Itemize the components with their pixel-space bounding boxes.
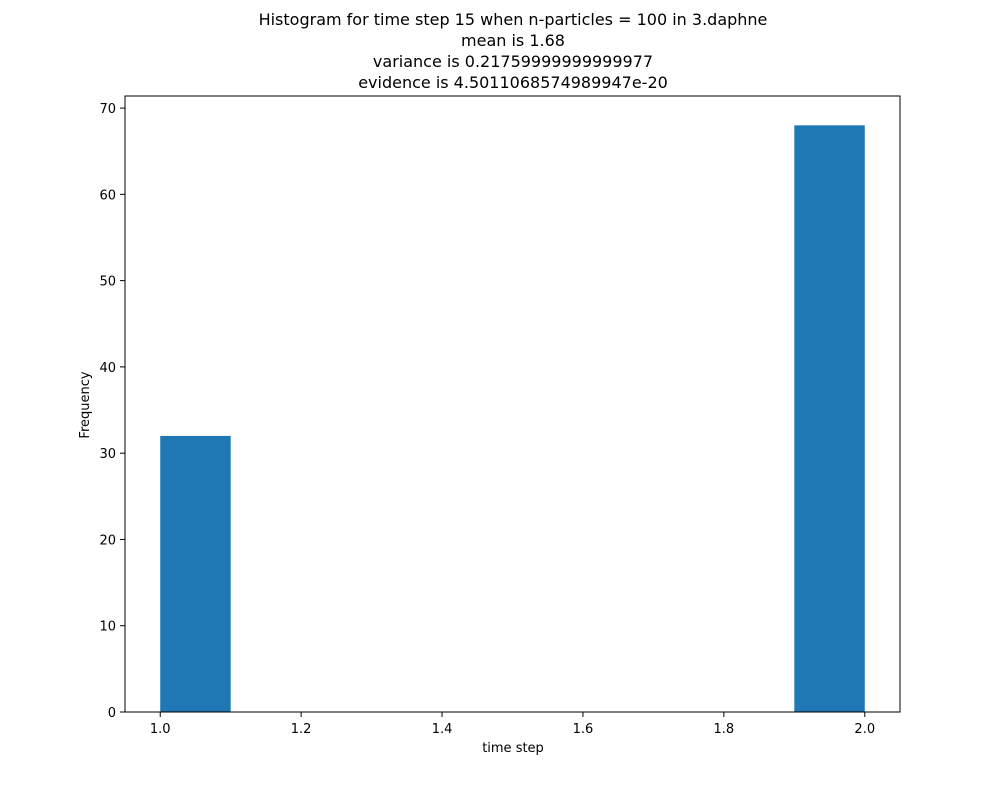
histogram-bar-0: [160, 436, 230, 712]
x-tick-label: 1.2: [291, 722, 312, 737]
y-tick-label: 30: [99, 447, 116, 462]
x-axis-ticks: 1.0 1.2 1.4 1.6 1.8 2.0: [150, 712, 875, 737]
y-tick-label: 0: [108, 706, 116, 721]
y-tick-label: 50: [99, 275, 116, 290]
y-axis-label: Frequency: [78, 371, 93, 438]
title-line-evidence: evidence is 4.5011068574989947e-20: [358, 73, 668, 92]
histogram-bar-1: [794, 125, 864, 712]
title-line-variance: variance is 0.21759999999999977: [373, 52, 653, 71]
y-tick-label: 70: [99, 102, 116, 117]
title-line-mean: mean is 1.68: [461, 31, 565, 50]
x-tick-label: 2.0: [854, 722, 875, 737]
x-axis-label: time step: [482, 741, 544, 756]
plot-frame: [125, 96, 900, 712]
y-axis-ticks: 0 10 20 30 40 50 60 70: [99, 102, 125, 721]
x-tick-label: 1.6: [573, 722, 594, 737]
y-tick-label: 10: [99, 620, 116, 635]
y-tick-label: 40: [99, 361, 116, 376]
y-tick-label: 60: [99, 188, 116, 203]
x-tick-label: 1.4: [432, 722, 453, 737]
x-tick-label: 1.8: [714, 722, 735, 737]
x-tick-label: 1.0: [150, 722, 171, 737]
title-line-main: Histogram for time step 15 when n-partic…: [259, 10, 768, 29]
chart-title: Histogram for time step 15 when n-partic…: [259, 10, 768, 92]
y-tick-label: 20: [99, 533, 116, 548]
bars-group: [160, 125, 865, 712]
